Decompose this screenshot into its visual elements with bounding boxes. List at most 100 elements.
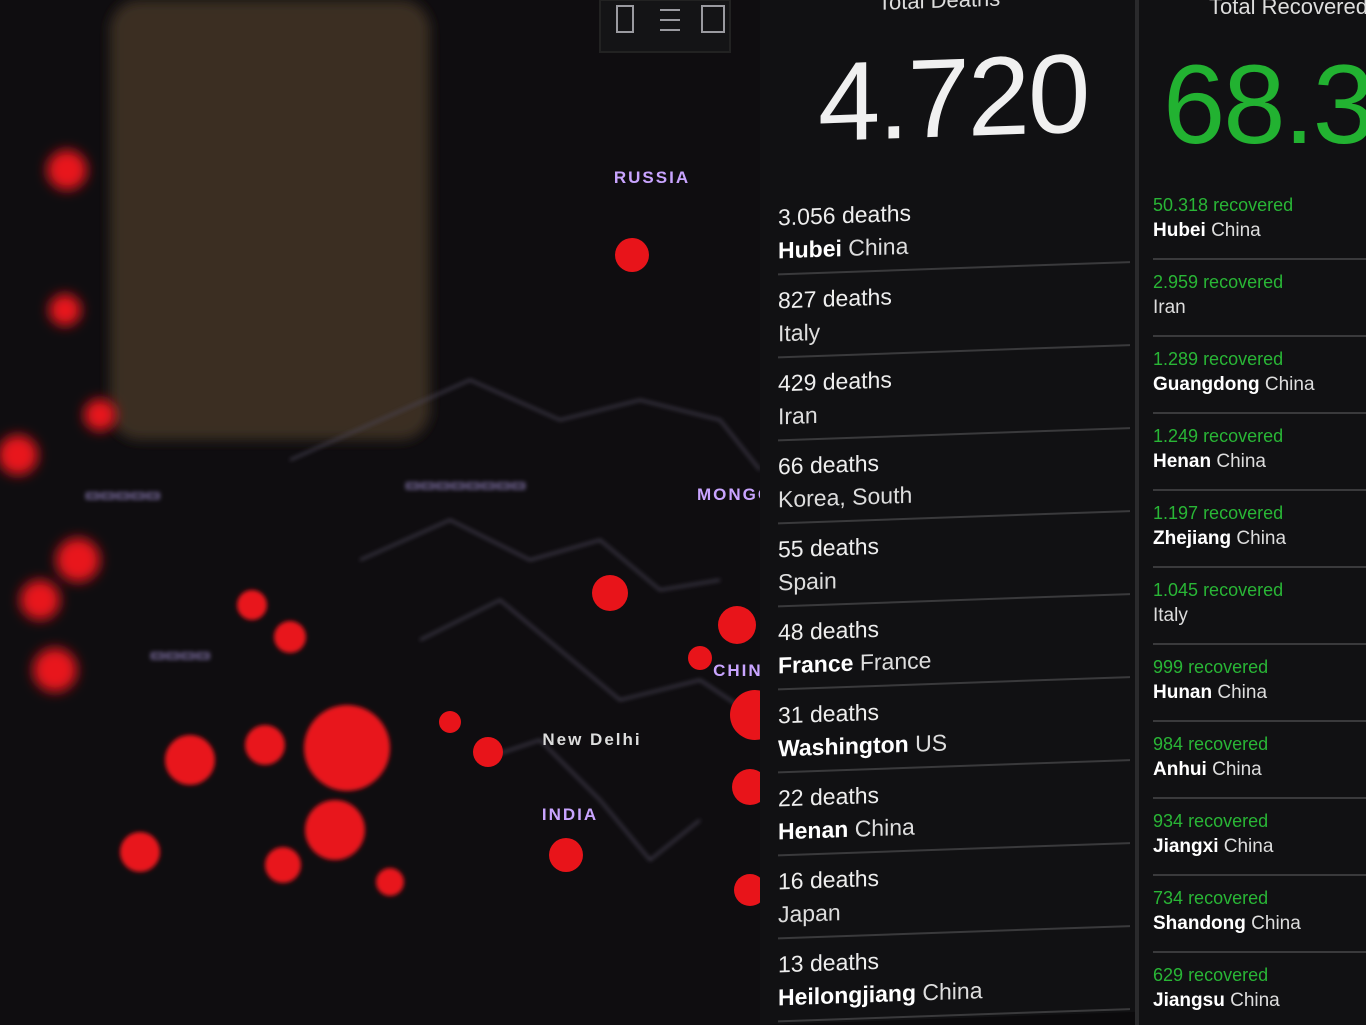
country: China — [1211, 220, 1261, 241]
location: Washington US — [778, 723, 1130, 762]
count-line: 1.045 recovered — [1153, 580, 1366, 601]
list-row: 934 recovered Jiangxi China — [1153, 811, 1366, 876]
svg-text:▭▭▭▭: ▭▭▭▭ — [150, 647, 210, 664]
count-line: 31 deaths — [778, 690, 1130, 729]
location: France France — [778, 640, 1130, 679]
region: Washington — [778, 730, 909, 762]
list-row: 16 deaths Japan — [778, 856, 1130, 940]
unit: recovered — [1188, 657, 1269, 677]
location: Japan — [778, 889, 1130, 928]
deaths-title: Total Deaths — [878, 0, 1001, 15]
location: Italy — [1153, 605, 1366, 627]
grid-icon[interactable] — [701, 5, 725, 33]
unit: recovered — [1203, 272, 1284, 292]
list-row: 66 deaths Korea, South — [778, 441, 1130, 525]
unit: recovered — [1188, 811, 1269, 831]
count: 48 — [778, 618, 804, 646]
list-row: 48 deaths France France — [778, 607, 1130, 691]
map-land — [110, 0, 430, 440]
country: China — [1223, 836, 1274, 857]
list-row: 55 deaths Spain — [778, 524, 1130, 608]
region: Jiangsu — [1153, 990, 1225, 1011]
list-row: 999 recovered Hunan China — [1153, 657, 1366, 722]
count-line: 827 deaths — [778, 275, 1130, 314]
list-row: 429 deaths Iran — [778, 358, 1130, 442]
location: Korea, South — [778, 474, 1130, 513]
count-line: 934 recovered — [1153, 811, 1366, 832]
unit: deaths — [809, 864, 880, 894]
deaths-panel: Total Deaths 4.720 3.056 deaths Hubei Chi… — [760, 0, 1140, 1025]
location: Hubei China — [778, 225, 1130, 264]
unit: deaths — [822, 366, 892, 395]
country: Italy — [778, 318, 821, 347]
region: Henan — [778, 815, 849, 845]
count: 50.318 — [1153, 195, 1209, 215]
unit: deaths — [809, 947, 880, 977]
location: Jiangxi China — [1153, 836, 1366, 858]
count-line: 629 recovered — [1153, 965, 1366, 986]
region: Anhui — [1153, 759, 1207, 780]
count: 3.056 — [778, 202, 836, 231]
unit: recovered — [1203, 503, 1284, 523]
list-row: 1.249 recovered Henan China — [1153, 426, 1366, 491]
list-row: 31 deaths Washington US — [778, 690, 1130, 774]
location: Spain — [778, 557, 1130, 596]
count: 1.289 — [1153, 349, 1199, 369]
unit: deaths — [841, 199, 912, 229]
location: Guangdong China — [1153, 374, 1366, 396]
map-labels: RUSSIA MONGO CHINA New Delhi INDIA — [542, 168, 775, 824]
country: Korea, South — [778, 481, 913, 513]
unit: deaths — [822, 283, 892, 312]
count: 1.045 — [1153, 580, 1199, 600]
count: 984 — [1153, 734, 1184, 754]
country: China — [922, 977, 983, 1006]
region: France — [778, 649, 854, 679]
country: China — [1216, 451, 1267, 472]
location: Iran — [1153, 297, 1366, 319]
count: 734 — [1153, 888, 1184, 908]
count: 629 — [1153, 965, 1184, 985]
bookmark-icon[interactable] — [616, 5, 634, 33]
unit: deaths — [809, 449, 880, 479]
count-line: 1.197 recovered — [1153, 503, 1366, 524]
country: France — [859, 647, 932, 676]
map-label: New Delhi — [542, 730, 641, 749]
list-row: 13 deaths Heilongjiang China — [778, 939, 1130, 1023]
count-line: 50.318 recovered — [1153, 195, 1366, 216]
region: Hunan — [1153, 682, 1213, 703]
country: China — [854, 813, 915, 842]
location: Henan China — [1153, 451, 1366, 473]
list-row: 1.289 recovered Guangdong China — [1153, 349, 1366, 414]
borders — [289, 378, 761, 862]
count-line: 3.056 deaths — [778, 192, 1130, 231]
count: 22 — [778, 784, 804, 812]
map-label: RUSSIA — [614, 168, 690, 187]
country: Italy — [1153, 605, 1188, 626]
list-row: 22 deaths Henan China — [778, 773, 1130, 857]
deaths-total: 4.720 — [818, 30, 1089, 165]
region: Hubei — [778, 235, 842, 264]
list-row: 984 recovered Anhui China — [1153, 734, 1366, 799]
unit: recovered — [1188, 888, 1269, 908]
count-line: 999 recovered — [1153, 657, 1366, 678]
list-icon[interactable] — [660, 9, 680, 31]
count: 429 — [778, 369, 817, 397]
count: 13 — [778, 950, 804, 978]
count-line: 429 deaths — [778, 358, 1130, 397]
count-line: 48 deaths — [778, 607, 1130, 646]
region: Heilongjiang — [778, 979, 916, 1011]
recovered-title: Total Recovered — [1209, 0, 1366, 19]
count-line: 984 recovered — [1153, 734, 1366, 755]
count: 2.959 — [1153, 272, 1199, 292]
region: Zhejiang — [1153, 528, 1232, 549]
count-line: 13 deaths — [778, 939, 1130, 978]
region: Shandong — [1153, 913, 1246, 934]
count: 1.249 — [1153, 426, 1199, 446]
svg-text:▭▭▭▭▭▭▭▭: ▭▭▭▭▭▭▭▭ — [405, 477, 526, 494]
location: Iran — [778, 391, 1130, 430]
unit: deaths — [809, 698, 880, 728]
count-line: 66 deaths — [778, 441, 1130, 480]
count: 999 — [1153, 657, 1184, 677]
